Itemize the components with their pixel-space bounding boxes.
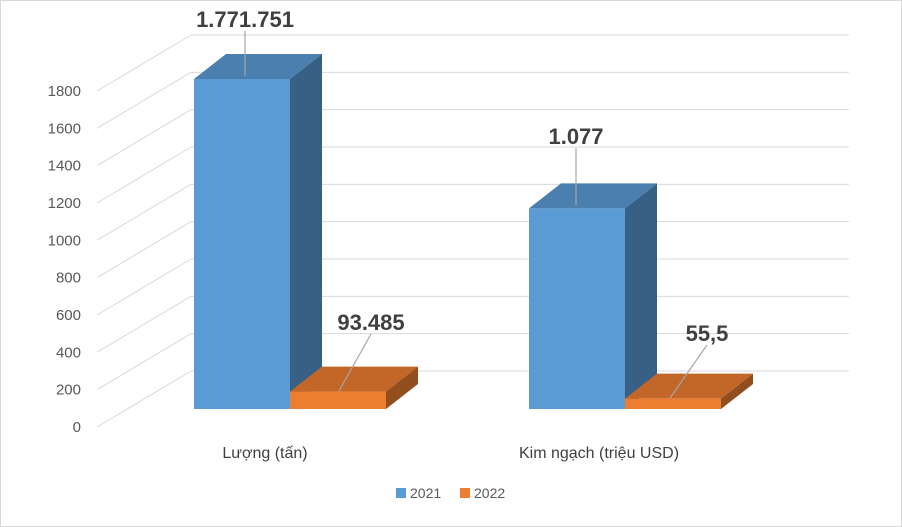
- bar-2021-0: [194, 79, 290, 409]
- legend-label: 2021: [410, 485, 441, 501]
- x-category-label: Lượng (tấn): [222, 445, 307, 462]
- data-label: 93.485: [337, 310, 404, 335]
- y-tick-label: 1400: [48, 158, 81, 175]
- bar-2022-0: [290, 391, 386, 409]
- bar-top-face: [625, 373, 753, 399]
- data-label: 1.771.751: [196, 7, 294, 32]
- y-tick-label: 0: [73, 419, 81, 436]
- bar-side-face: [386, 366, 418, 409]
- y-tick-label: 800: [56, 270, 81, 287]
- data-label-leader: [669, 344, 708, 399]
- bar-side-face: [721, 373, 753, 409]
- grid-side-line: [96, 221, 192, 279]
- bar-2021-1: [529, 208, 625, 409]
- grid-side-line: [96, 370, 192, 428]
- grid-side-line: [96, 295, 192, 353]
- bar-top-face: [290, 366, 418, 392]
- bar-side-face: [290, 54, 322, 409]
- legend-swatch-2022: [460, 488, 470, 498]
- y-tick-label: 600: [56, 307, 81, 324]
- data-label: 55,5: [686, 321, 729, 346]
- y-tick-label: 1600: [48, 120, 81, 137]
- bar-2022-1: [625, 398, 721, 409]
- bar-top-face: [194, 54, 322, 79]
- grid-side-line: [96, 109, 192, 167]
- legend-swatch-2021: [396, 488, 406, 498]
- y-tick-label: 1200: [48, 195, 81, 212]
- grid-side-line: [96, 333, 192, 391]
- legend-label: 2022: [474, 485, 505, 501]
- y-tick-label: 400: [56, 344, 81, 361]
- grid-side-line: [96, 183, 192, 241]
- grid-side-line: [96, 258, 192, 316]
- data-label: 1.077: [548, 124, 603, 149]
- bar-top-face: [529, 183, 657, 209]
- x-category-label: Kim ngạch (triệu USD): [519, 445, 679, 462]
- grid-side-line: [96, 34, 192, 92]
- y-tick-label: 1000: [48, 232, 81, 249]
- grid-side-line: [96, 71, 192, 129]
- data-label-leader: [338, 333, 372, 392]
- grid-side-line: [96, 146, 192, 204]
- y-tick-label: 200: [56, 382, 81, 399]
- bar-side-face: [625, 183, 657, 409]
- y-tick-label: 1800: [48, 83, 81, 100]
